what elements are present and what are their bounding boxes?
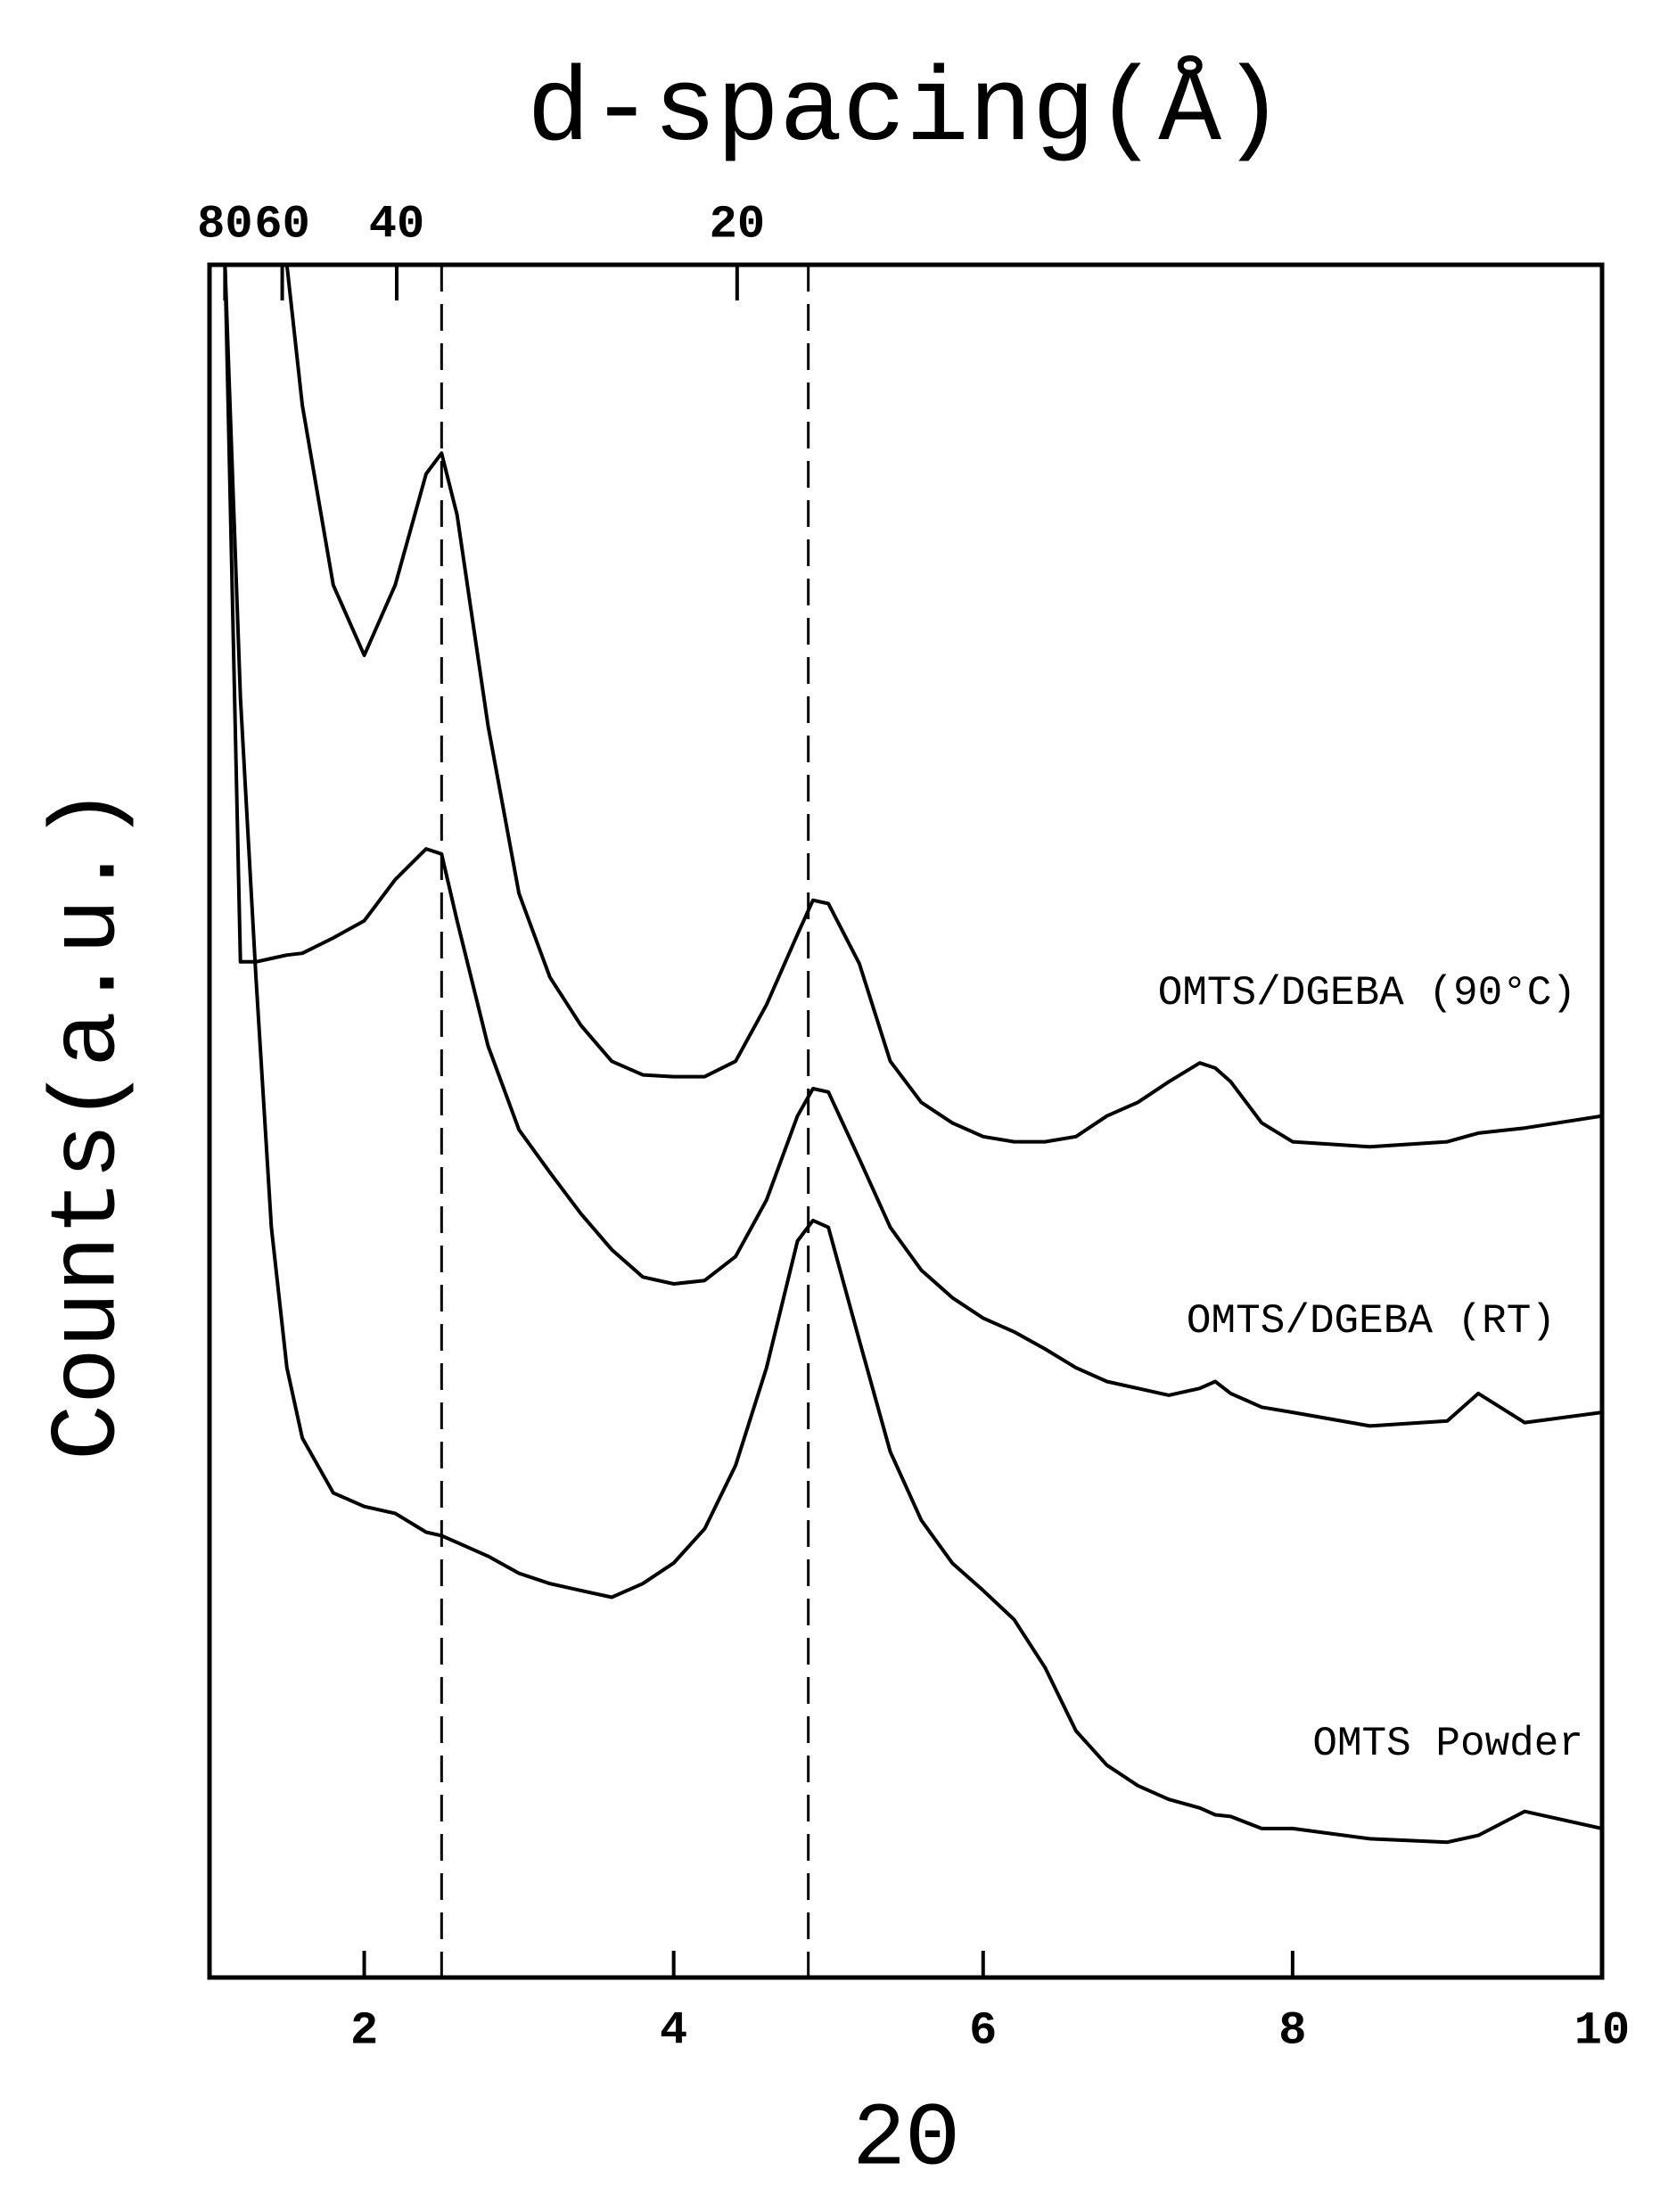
chart-title: d-spacing(Å) <box>527 53 1285 171</box>
x2-tick-label: 40 <box>369 199 424 251</box>
series-label: OMTS Powder <box>1312 1721 1583 1767</box>
x-tick-label: 4 <box>660 2005 687 2058</box>
x-tick-label: 10 <box>1574 2005 1630 2058</box>
x-tick-label: 2 <box>350 2005 378 2058</box>
x-tick-label: 6 <box>969 2005 997 2058</box>
series-line <box>223 264 1603 1428</box>
x-tick-label: 8 <box>1278 2005 1306 2058</box>
series-line <box>284 264 1603 1149</box>
y-axis-label: Counts(a.u.) <box>37 786 143 1460</box>
x2-tick-label: 20 <box>710 199 765 251</box>
series-label: OMTS/DGEBA (RT) <box>1187 1298 1556 1344</box>
series-label: OMTS/DGEBA (90°C) <box>1158 970 1576 1016</box>
plot-frame <box>207 262 1605 1980</box>
x2-tick-label: 60 <box>254 199 309 251</box>
x-axis-label: 2Θ <box>852 2090 959 2191</box>
x2-tick-label: 80 <box>197 199 252 251</box>
series-line <box>223 264 1603 1845</box>
